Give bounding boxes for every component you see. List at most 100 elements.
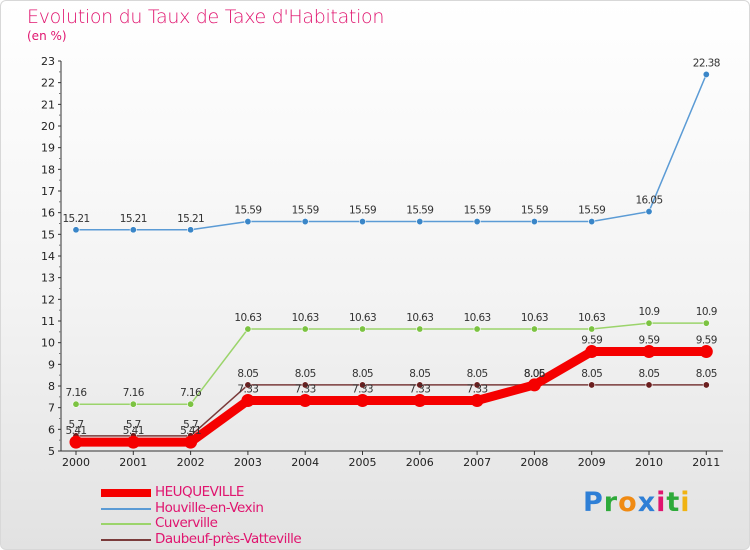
data-label: 7.33 [409,384,430,396]
y-tick-label: 12 [41,293,55,306]
data-label: 7.16 [66,387,88,399]
data-label: 5.41 [180,425,201,437]
data-label: 10.63 [464,312,491,324]
chart-axes: 5 6 7 8 9 10 11 12 13 14 15 16 17 18 19 20 21 22 23 2000 200… [41,55,723,469]
data-point [473,325,481,333]
data-point [356,394,369,408]
legend-swatch [101,489,151,497]
y-tick-label: 7 [48,402,55,415]
data-label: 15.59 [234,205,261,217]
data-point [126,435,140,449]
proxiti-logo: Proxiti [583,487,691,518]
data-point [244,381,252,389]
y-tick-label: 14 [41,250,55,263]
data-label: 15.21 [62,213,89,225]
series-line [76,322,707,405]
x-tick-label: 2002 [177,456,205,469]
y-tick-label: 15 [41,228,55,241]
data-label: 15.59 [349,205,376,217]
data-label: 15.21 [120,213,147,225]
x-tick-label: 2005 [349,456,377,469]
data-label: 7.33 [295,384,316,396]
y-tick-label: 17 [41,185,55,198]
data-point [645,381,653,389]
data-point [588,218,596,226]
logo-letter: x [637,487,657,518]
x-tick-label: 2008 [520,456,548,469]
y-tick-label: 11 [41,315,55,328]
data-point [187,226,195,234]
data-point [702,381,710,389]
data-label: 15.59 [292,205,319,217]
data-point [416,218,424,226]
data-point [298,394,312,408]
data-label: 10.9 [696,306,717,318]
logo-letter: r [603,487,619,518]
data-point [301,325,309,333]
logo-letter: P [583,487,604,518]
y-tick-label: 10 [41,337,55,350]
data-label: 7.33 [352,384,373,396]
x-tick-label: 2007 [463,456,491,469]
y-tick-label: 16 [41,207,55,220]
data-label: 7.16 [123,387,145,399]
data-label: 5.7 [183,419,198,431]
data-label: 5.41 [123,425,144,437]
data-point [301,218,309,226]
data-label: 10.63 [292,312,319,324]
data-label: 7.16 [180,387,202,399]
data-label: 7.33 [467,384,488,396]
legend-label: HEUQUEVILLE [155,484,244,500]
data-point [358,218,366,226]
logo-letter: o [618,487,638,518]
data-label: 7.33 [237,384,258,396]
data-point [72,226,80,234]
data-label: 5.7 [69,419,84,431]
data-label: 8.05 [237,368,258,380]
data-point [702,70,710,78]
y-tick-label: 22 [41,77,55,90]
x-tick-label: 2011 [692,456,720,469]
data-label: 10.63 [578,312,605,324]
legend-swatch [101,538,151,541]
y-tick-label: 23 [41,55,55,68]
y-tick-label: 8 [48,380,55,393]
data-point [530,325,538,333]
data-point [184,435,198,449]
legend-swatch [101,507,151,510]
data-label: 8.05 [467,368,488,380]
data-label: 8.05 [639,368,660,380]
logo-letter: i [680,487,691,518]
data-label: 8.06 [524,368,546,380]
data-point [413,394,427,408]
data-point [244,218,252,226]
x-tick-label: 2000 [62,456,90,469]
data-label: 15.59 [578,205,605,217]
data-point [241,394,255,408]
data-label: 16.05 [635,195,662,207]
y-tick-label: 13 [41,272,55,285]
data-point [642,345,656,359]
data-point [699,345,713,359]
data-label: 10.63 [406,312,433,324]
legend-label: Daubeuf-près-Vatteville [155,530,302,547]
data-point [645,208,653,216]
legend-swatch [101,523,151,525]
series-line [76,384,707,437]
x-tick-label: 2004 [291,456,319,469]
y-tick-label: 5 [48,445,55,458]
data-label: 10.63 [521,312,548,324]
data-label: 8.05 [581,368,602,380]
data-label: 10.63 [234,312,261,324]
x-tick-label: 2006 [406,456,434,469]
x-tick-label: 2003 [234,456,262,469]
x-tick-label: 2001 [119,456,147,469]
data-point [588,381,596,389]
data-point [473,381,481,389]
data-label: 15.21 [177,213,204,225]
data-label: 15.59 [406,205,433,217]
chart-series [69,70,713,449]
data-point [416,325,424,333]
series-line [76,347,707,447]
